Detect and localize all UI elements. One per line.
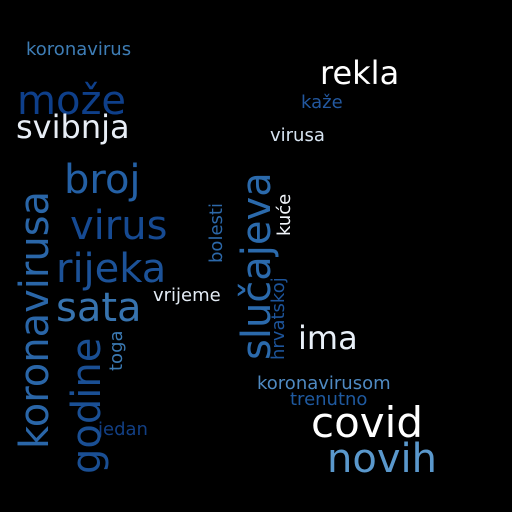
word-broj: broj [64,157,141,203]
word-kuce: kuće [274,193,295,236]
word-covid: covid [311,398,423,447]
word-virus: virus [70,203,168,249]
word-koronavirus: koronavirus [26,39,132,60]
word-vrijeme: vrijeme [153,285,221,306]
word-rijeka: rijeka [56,246,167,292]
word-trenutno: trenutno [290,389,368,410]
word-hrvatskoj: hrvatskoj [268,277,289,360]
word-bolesti: bolesti [206,203,227,263]
word-toga: toga [106,330,127,371]
word-kaze: kaže [301,92,343,113]
word-koronavirusa: koronavirusa [12,190,58,449]
word-moze: može [17,78,127,124]
word-godine: godine [64,337,110,474]
word-jedan: jedan [98,419,148,440]
word-ima: ima [298,319,358,357]
word-rekla: rekla [320,54,400,92]
word-virusa: virusa [270,125,325,146]
word-svibnja: svibnja [16,108,130,146]
word-koronavirusom: koronavirusom [257,373,391,394]
word-sata: sata [56,285,142,331]
word-novih: novih [327,436,437,482]
